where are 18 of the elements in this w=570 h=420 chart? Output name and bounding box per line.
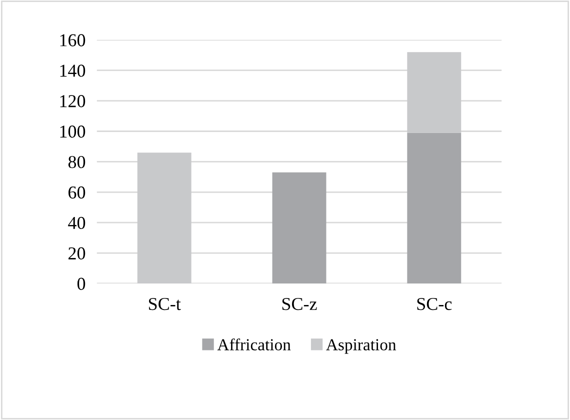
y-tick-label: 40 <box>68 216 86 230</box>
bar <box>272 172 326 284</box>
y-tick-label: 60 <box>68 186 86 199</box>
bar <box>407 52 462 133</box>
y-tick-label: 100 <box>60 126 86 138</box>
y-tick-label: 20 <box>68 247 86 260</box>
x-tick-label: SC-z <box>282 298 317 310</box>
y-tick-label: 120 <box>60 95 86 108</box>
y-tick-label: 160 <box>60 34 86 46</box>
x-tick-label: SC-t <box>149 298 181 310</box>
bar <box>407 132 462 284</box>
y-tick-label: 0 <box>77 278 86 290</box>
legend-label: Aspiration <box>326 339 396 354</box>
legend-label: Affrication <box>217 338 291 350</box>
x-tick-label: SC-c <box>417 298 452 310</box>
y-tick-label: 80 <box>68 156 86 168</box>
y-tick-label: 140 <box>60 64 86 77</box>
bar <box>137 152 192 284</box>
